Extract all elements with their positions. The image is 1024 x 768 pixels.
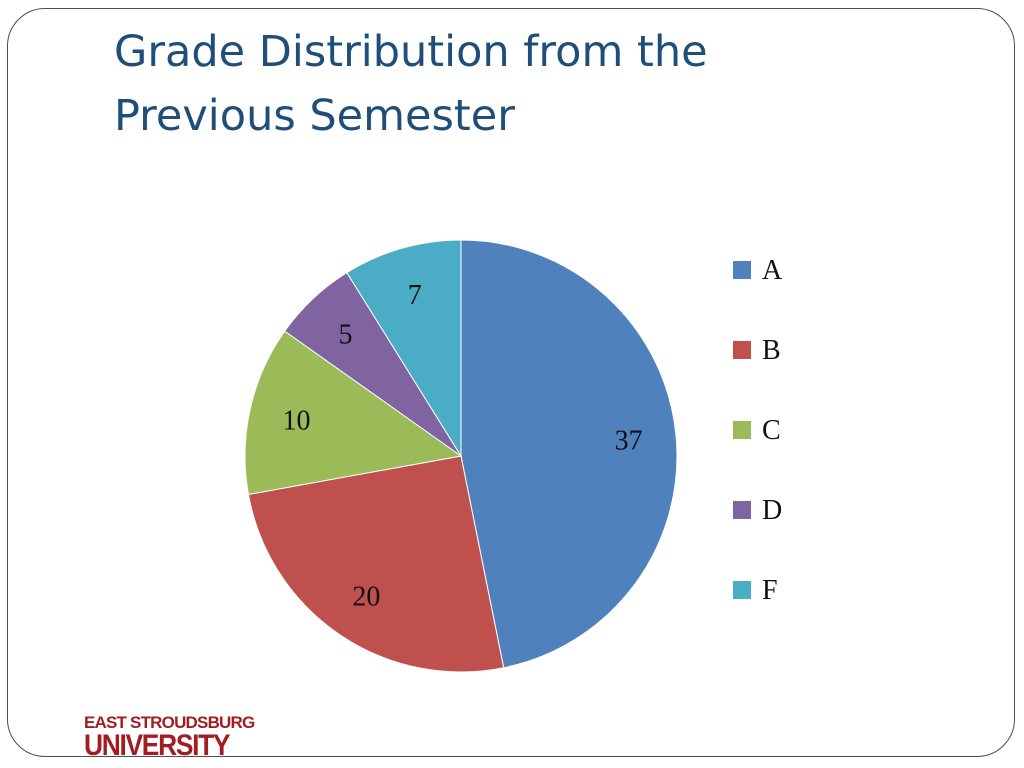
pie-slice-c	[244, 330, 463, 496]
legend-swatch-a	[733, 261, 751, 279]
legend-label-c: C	[762, 415, 781, 446]
logo-text-line-1: EAST STROUDSBURG	[84, 713, 255, 732]
legend-swatch-b	[733, 341, 751, 359]
chart-legend: A B C D F	[733, 255, 783, 606]
data-label-a: 37	[615, 425, 643, 456]
slide-title-line-2: Previous Semester	[114, 91, 515, 141]
data-label-d: 5	[339, 319, 353, 350]
legend-label-f: F	[762, 575, 778, 606]
data-label-c: 10	[283, 405, 311, 436]
legend-swatch-c	[733, 421, 751, 439]
legend-label-b: B	[762, 335, 781, 366]
university-logo: EAST STROUDSBURG UNIVERSITY	[84, 713, 255, 765]
legend-swatch-d	[733, 501, 751, 519]
logo-text-line-2: UNIVERSITY	[84, 729, 231, 762]
legend-swatch-f	[733, 581, 751, 599]
slide-title-line-1: Grade Distribution from the	[114, 27, 708, 77]
pie-slice-f	[346, 239, 462, 458]
data-label-f: 7	[408, 280, 422, 311]
pie-slices	[244, 239, 678, 673]
pie-data-labels: 37 20 10 5 7	[283, 280, 643, 612]
slide-title: Grade Distribution from the Previous Sem…	[114, 20, 874, 148]
pie-slice-b	[247, 455, 505, 673]
data-label-b: 20	[352, 581, 380, 612]
legend-label-a: A	[762, 255, 783, 286]
pie-slice-a	[460, 239, 678, 669]
legend-label-d: D	[762, 495, 782, 526]
